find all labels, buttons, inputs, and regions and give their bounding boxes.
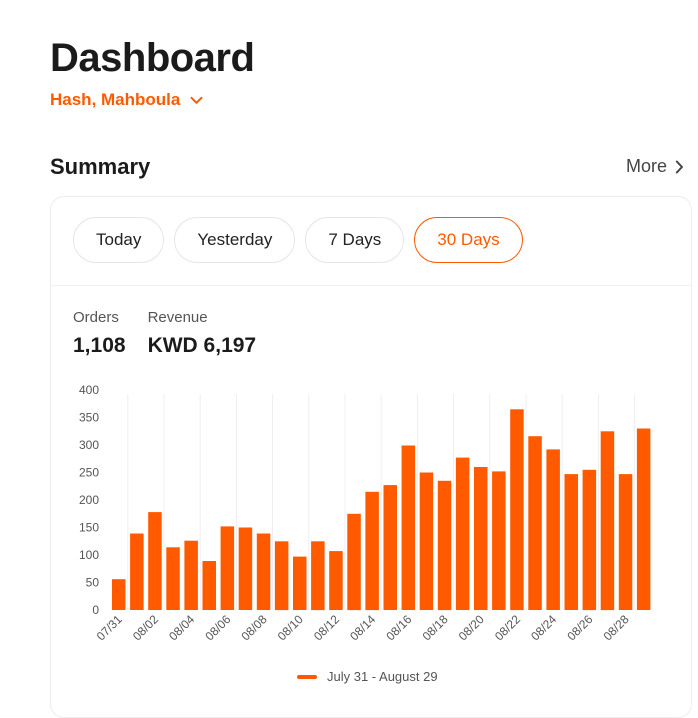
bar[interactable] [618, 474, 633, 610]
bar[interactable] [293, 556, 307, 610]
revenue-stat: Revenue KWD 6,197 [148, 309, 257, 358]
y-tick-label: 150 [79, 521, 99, 535]
x-tick-label: 08/20 [456, 612, 487, 643]
bar[interactable] [238, 527, 253, 611]
x-tick-label: 08/16 [383, 612, 414, 643]
bar[interactable] [401, 445, 416, 611]
legend-swatch [297, 674, 317, 679]
bar[interactable] [383, 485, 398, 610]
bar[interactable] [220, 526, 235, 610]
tab-30-days[interactable]: 30 Days [414, 217, 523, 263]
x-tick-label: 08/28 [601, 612, 632, 643]
summary-title: Summary [50, 154, 151, 179]
x-tick-label: 08/26 [564, 612, 595, 643]
y-tick-label: 250 [79, 466, 99, 480]
card-divider [51, 285, 691, 286]
y-tick-label: 350 [79, 411, 99, 425]
tab-today[interactable]: Today [73, 217, 165, 263]
bar[interactable] [510, 409, 524, 611]
more-label: More [625, 156, 667, 176]
bar[interactable] [130, 533, 144, 611]
bar[interactable] [148, 512, 162, 610]
x-tick-label: 08/24 [528, 612, 559, 643]
bar[interactable] [365, 491, 379, 611]
bar[interactable] [274, 541, 289, 611]
bar[interactable] [347, 513, 361, 611]
y-tick-label: 400 [79, 383, 99, 397]
bar[interactable] [636, 428, 651, 611]
bar[interactable] [184, 540, 198, 610]
summary-card: Today Yesterday 7 Days 30 Days Orders 1,… [50, 196, 692, 718]
chevron-right-icon [675, 160, 683, 173]
y-tick-label: 300 [79, 438, 99, 452]
chart-legend[interactable]: July 31 - August 29 [297, 669, 438, 684]
bar[interactable] [582, 469, 597, 611]
bar[interactable] [546, 449, 560, 610]
more-link[interactable]: More [626, 156, 684, 177]
bar[interactable] [528, 436, 542, 610]
bar[interactable] [455, 457, 470, 610]
branch-selector[interactable]: Hash, Mahboula [50, 90, 203, 110]
bar[interactable] [112, 579, 126, 610]
y-tick-label: 100 [79, 548, 99, 562]
bar[interactable] [256, 533, 271, 611]
tab-7-days[interactable]: 7 Days [305, 217, 405, 263]
branch-name: Hash, Mahboula [50, 90, 181, 109]
x-tick-label: 08/06 [202, 612, 233, 643]
x-tick-label: 08/02 [130, 612, 161, 643]
orders-stat: Orders 1,108 [73, 309, 126, 358]
bar[interactable] [474, 467, 488, 610]
y-tick-label: 0 [92, 603, 99, 617]
stats-row: Orders 1,108 Revenue KWD 6,197 [73, 309, 256, 358]
period-tabs: Today Yesterday 7 Days 30 Days [73, 217, 523, 263]
orders-label: Orders [73, 309, 119, 326]
y-tick-label: 50 [86, 576, 100, 590]
bar[interactable] [492, 471, 506, 610]
tab-yesterday[interactable]: Yesterday [174, 217, 296, 263]
revenue-label: Revenue [147, 309, 208, 326]
y-tick-label: 200 [79, 493, 99, 507]
x-tick-label: 08/10 [275, 612, 306, 643]
revenue-value: KWD 6,197 [147, 334, 257, 357]
page-title: Dashboard [50, 36, 255, 80]
x-tick-label: 08/08 [239, 612, 270, 643]
bar[interactable] [600, 431, 615, 611]
bar[interactable] [311, 541, 325, 611]
x-tick-label: 08/14 [347, 612, 378, 643]
x-tick-label: 08/04 [166, 612, 197, 643]
x-tick-label: 08/12 [311, 612, 342, 643]
bar[interactable] [202, 561, 217, 610]
bar[interactable] [564, 474, 579, 610]
bar[interactable] [437, 480, 452, 611]
legend-label: July 31 - August 29 [327, 669, 438, 684]
x-tick-label: 08/18 [420, 612, 451, 643]
bar[interactable] [419, 472, 434, 611]
bar[interactable] [329, 551, 343, 610]
orders-value: 1,108 [73, 334, 126, 357]
x-tick-label: 08/22 [492, 612, 523, 643]
bar[interactable] [166, 547, 180, 610]
chevron-down-icon [190, 96, 203, 104]
